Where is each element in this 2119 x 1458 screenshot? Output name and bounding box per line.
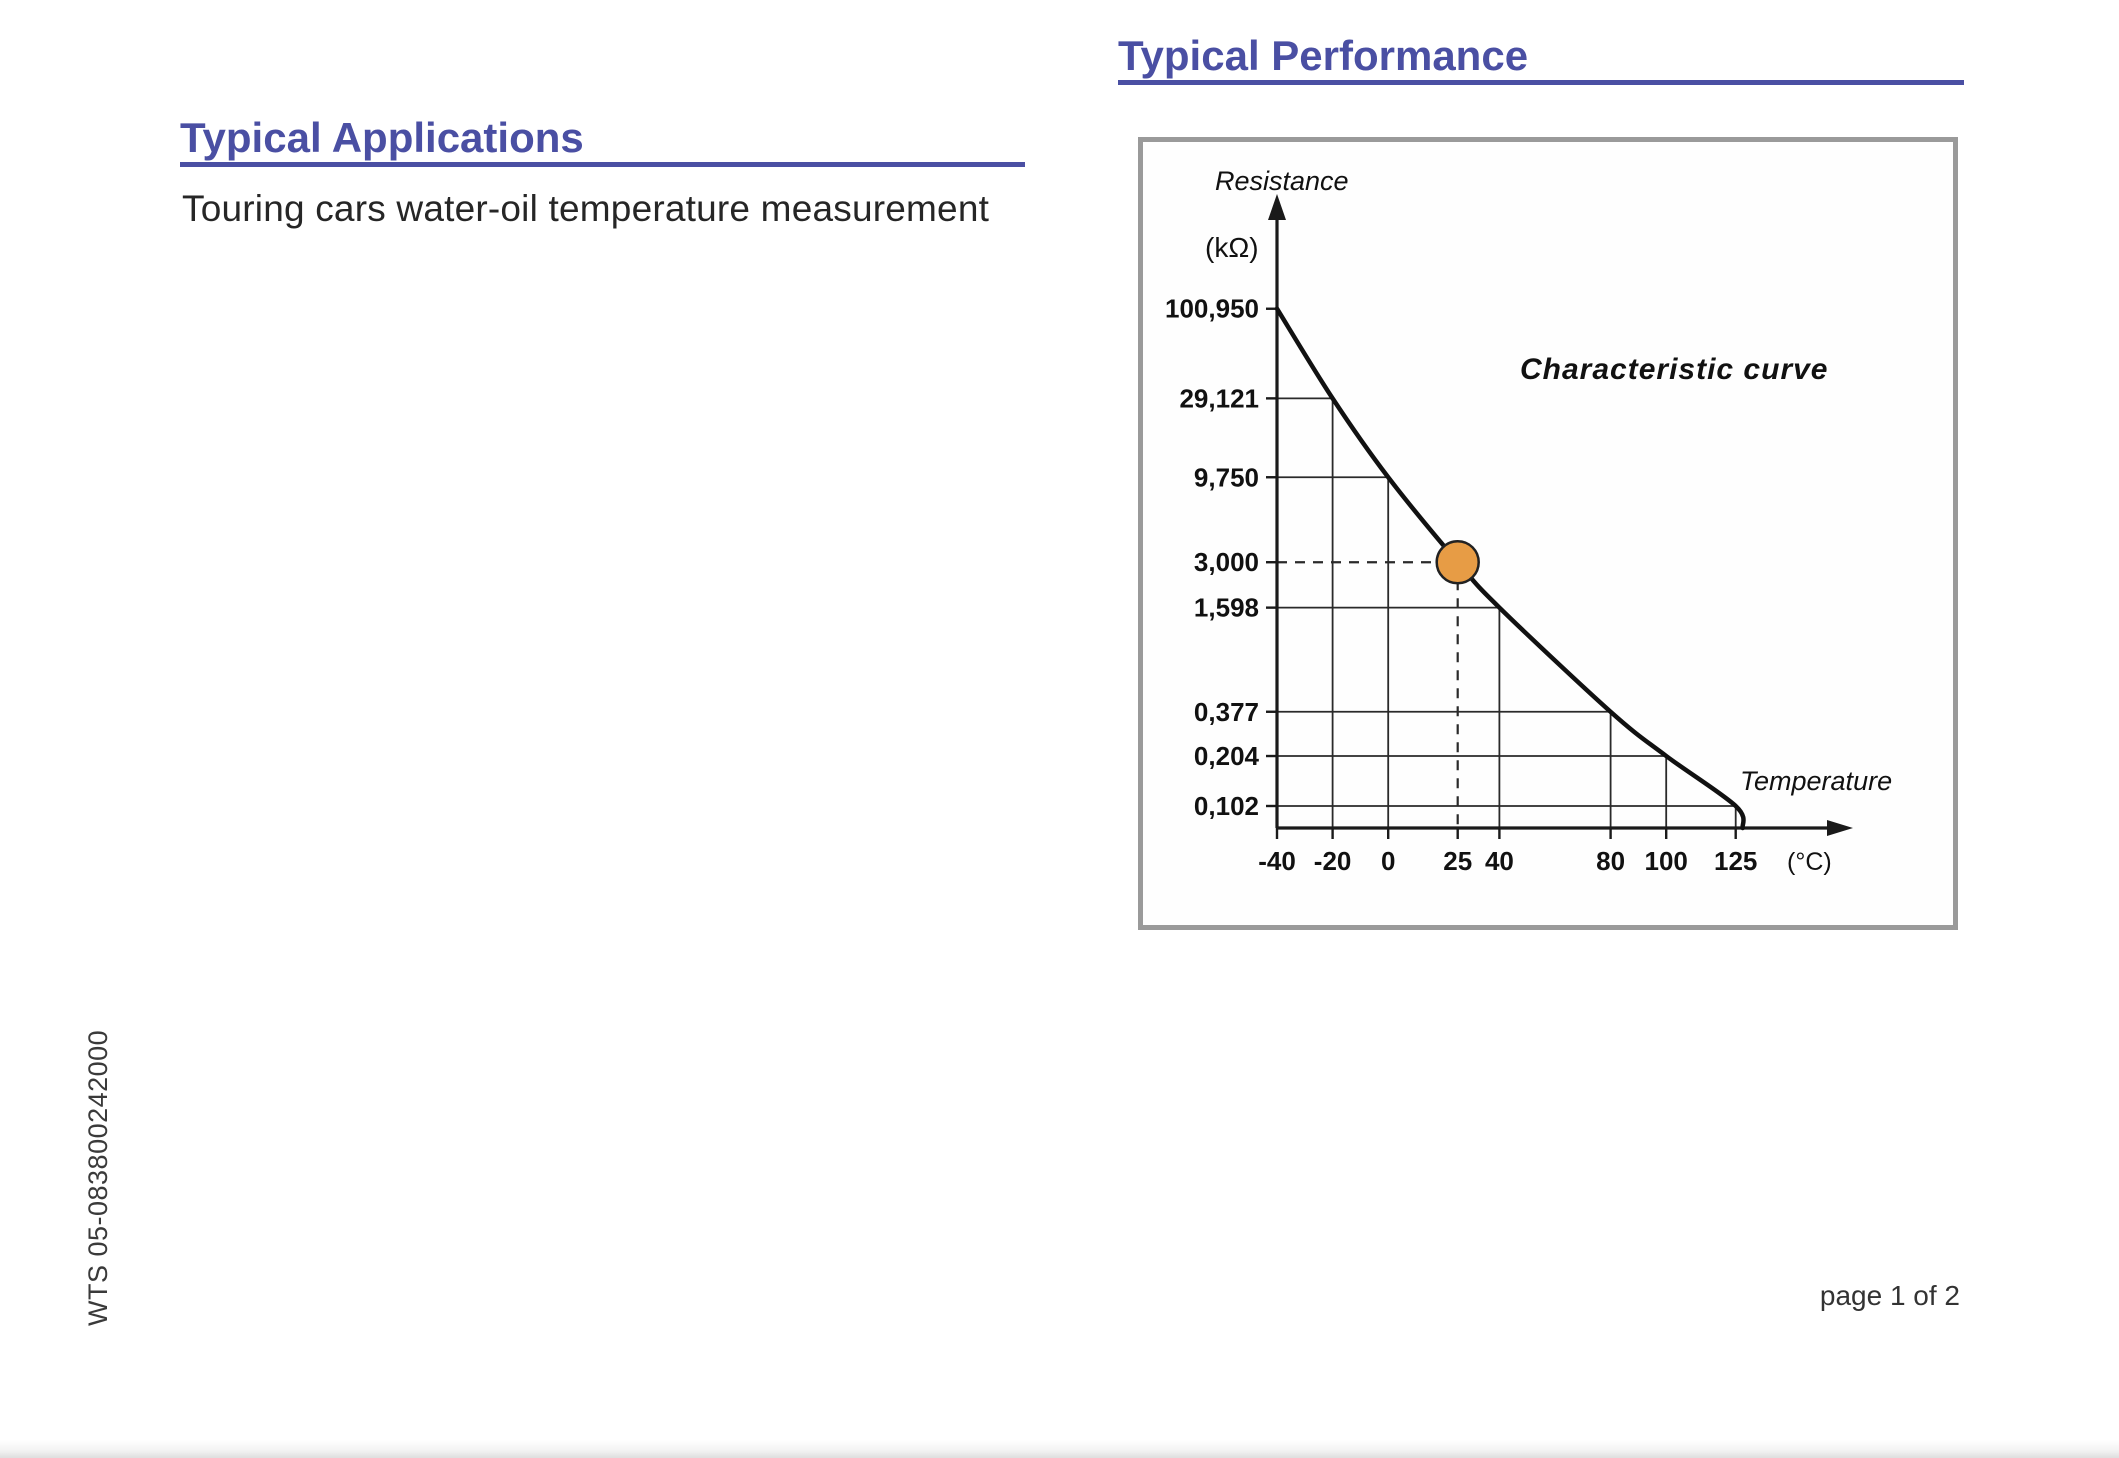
typical-performance-heading: Typical Performance (1118, 35, 1964, 85)
x-axis-unit: (°C) (1787, 848, 1832, 876)
y-tick-label: 29,121 (1179, 383, 1259, 413)
chart-canvas: 100,950 -40 29,121 -20 9,750 0 3,000 25 1,598 40 0… (1165, 166, 1892, 876)
x-axis-arrow (1827, 820, 1853, 836)
x-tick-label: 125 (1714, 846, 1757, 876)
page-number-label: page 1 of 2 (1819, 1280, 1960, 1311)
x-axis-title: Temperature (1740, 766, 1892, 796)
y-axis-arrow (1268, 194, 1286, 220)
y-tick-label: 0,377 (1194, 697, 1259, 727)
x-tick-label: -40 (1258, 846, 1296, 876)
page-bottom-edge (0, 1440, 2119, 1458)
y-tick-label: 0,102 (1194, 791, 1259, 821)
x-tick-label: 40 (1485, 846, 1514, 876)
document-code-vertical-text: WTS 05-083800242000 (83, 1029, 113, 1326)
applications-body-text: Touring cars water-oil temperature measu… (182, 188, 990, 229)
y-axis-title: Resistance (1215, 166, 1349, 196)
x-tick-label: 25 (1443, 846, 1472, 876)
x-tick-label: 80 (1596, 846, 1625, 876)
x-tick-label: 100 (1645, 846, 1688, 876)
y-tick-label: 0,204 (1194, 741, 1260, 771)
y-tick-label: 100,950 (1165, 294, 1259, 324)
y-tick-label: 3,000 (1194, 547, 1259, 577)
characteristic-curve-chart-frame: 100,950 -40 29,121 -20 9,750 0 3,000 25 1,598 40 0… (1138, 137, 1958, 930)
y-axis-unit: (kΩ) (1205, 232, 1259, 263)
x-tick-label: 0 (1381, 846, 1395, 876)
highlight-point-dot (1435, 539, 1480, 585)
characteristic-curve-line (1274, 306, 1746, 831)
y-tick-label: 9,750 (1194, 462, 1259, 492)
chart-title: Characteristic curve (1520, 353, 1829, 386)
typical-applications-heading: Typical Applications (180, 117, 1025, 167)
x-tick-label: -20 (1314, 846, 1352, 876)
y-tick-label: 1,598 (1194, 593, 1259, 623)
